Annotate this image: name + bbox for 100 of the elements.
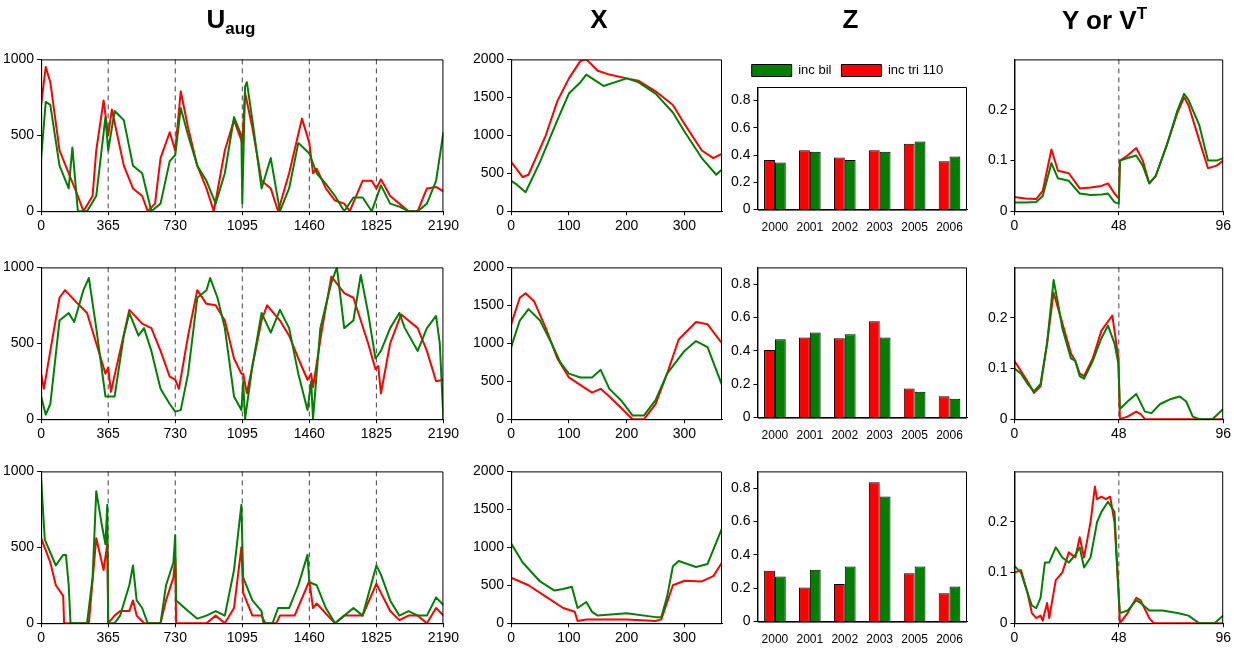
x-tick-label: 300 [672, 217, 697, 234]
y-tick-label: 0.4 [730, 545, 751, 562]
y-tick-label: 1500 [472, 296, 505, 313]
x-tick-label: 2002 [831, 428, 859, 443]
x-tick-label: 365 [96, 425, 121, 442]
x-tick-label: 2006 [936, 632, 964, 647]
y-tick-label: 0 [496, 614, 505, 631]
x-tick-label: 2001 [796, 220, 824, 235]
y-tick-label: 0.2 [730, 579, 751, 596]
x-tick-label: 48 [1111, 217, 1127, 234]
x-tick-label: 2005 [901, 428, 929, 443]
y-tick-label: 0 [496, 410, 505, 427]
x-tick-label: 2006 [936, 428, 964, 443]
x-tick-label: 2003 [866, 220, 894, 235]
y-tick-label: 500 [480, 372, 505, 389]
x-tick-label: 0 [1010, 217, 1019, 234]
x-tick-label: 200 [615, 425, 639, 442]
x-tick-label: 2190 [427, 629, 460, 646]
x-tick-label: 200 [615, 629, 639, 646]
y-tick-label: 0.2 [987, 512, 1008, 529]
x-tick-label: 0 [507, 217, 516, 234]
y-tick-label: 0 [26, 614, 35, 631]
y-tick-label: 1000 [472, 538, 505, 555]
x-tick-label: 730 [163, 425, 188, 442]
x-tick-label: 1460 [293, 217, 326, 234]
x-tick-label: 96 [1215, 629, 1232, 646]
x-tick-label: 0 [1010, 425, 1019, 442]
x-tick-label: 1825 [360, 425, 393, 442]
x-tick-label: 0 [37, 217, 46, 234]
y-tick-label: 1000 [2, 50, 35, 67]
x-tick-label: 2001 [796, 428, 824, 443]
y-tick-label: 500 [10, 538, 35, 555]
x-tick-label: 2190 [427, 425, 460, 442]
y-tick-label: 0 [742, 200, 751, 217]
y-tick-label: 500 [480, 164, 505, 181]
x-tick-label: 1095 [226, 425, 259, 442]
y-tick-label: 0 [26, 410, 35, 427]
y-tick-label: 0.6 [730, 308, 751, 325]
x-tick-label: 2002 [831, 220, 859, 235]
x-tick-label: 100 [557, 629, 581, 646]
y-tick-label: 0.2 [987, 100, 1008, 117]
y-tick-label: 0 [999, 202, 1008, 219]
x-tick-label: 0 [507, 425, 516, 442]
x-tick-label: 2000 [761, 220, 789, 235]
y-tick-label: 0 [742, 408, 751, 425]
y-tick-label: 1000 [2, 258, 35, 275]
x-tick-label: 2000 [761, 428, 789, 443]
y-tick-label: 0 [742, 612, 751, 629]
x-tick-label: 730 [163, 629, 188, 646]
y-tick-label: 0.4 [730, 341, 751, 358]
y-tick-label: 1000 [472, 334, 505, 351]
y-tick-label: 0.6 [730, 118, 751, 135]
chart-title: U$_{aug}$ [205, 4, 257, 40]
y-tick-label: 500 [10, 126, 35, 143]
x-tick-label: 0 [1010, 629, 1019, 646]
chart-title: Y or V$^{T}$ [1060, 4, 1149, 36]
x-tick-label: 200 [615, 217, 639, 234]
x-tick-label: 0 [37, 629, 46, 646]
y-tick-label: 1000 [472, 126, 505, 143]
y-tick-label: 0.2 [730, 173, 751, 190]
x-tick-label: 2005 [901, 220, 929, 235]
y-tick-label: 0.6 [730, 512, 751, 529]
x-tick-label: 300 [672, 629, 697, 646]
x-tick-label: 48 [1111, 425, 1127, 442]
legend-label: inc bil [798, 62, 832, 78]
y-tick-label: 0.8 [730, 274, 751, 291]
x-tick-label: 1825 [360, 629, 393, 646]
x-tick-label: 2000 [761, 632, 789, 647]
y-tick-label: 0 [496, 202, 505, 219]
x-tick-label: 2001 [796, 632, 824, 647]
x-tick-label: 730 [163, 217, 188, 234]
x-tick-label: 100 [557, 425, 581, 442]
x-tick-label: 365 [96, 217, 121, 234]
x-tick-label: 300 [672, 425, 697, 442]
x-tick-label: 0 [507, 629, 516, 646]
x-tick-label: 100 [557, 217, 581, 234]
y-tick-label: 2000 [472, 462, 505, 479]
x-tick-label: 2002 [831, 632, 859, 647]
x-tick-label: 2190 [427, 217, 460, 234]
y-tick-label: 0.4 [730, 145, 751, 162]
y-tick-label: 0 [26, 202, 35, 219]
x-tick-label: 1095 [226, 217, 259, 234]
y-tick-label: 2000 [472, 258, 505, 275]
y-tick-label: 1500 [472, 88, 505, 105]
x-tick-label: 2003 [866, 428, 894, 443]
legend-label: inc tri 110 [887, 62, 944, 78]
x-tick-label: 1825 [360, 217, 393, 234]
chart-title: Z [841, 4, 860, 35]
y-tick-label: 0.8 [730, 478, 751, 495]
x-tick-label: 96 [1215, 425, 1232, 442]
x-tick-label: 96 [1215, 217, 1232, 234]
y-tick-label: 0.8 [730, 91, 751, 108]
y-tick-label: 1500 [472, 500, 505, 517]
y-tick-label: 500 [480, 576, 505, 593]
x-tick-label: 48 [1111, 629, 1127, 646]
x-tick-label: 1095 [226, 629, 259, 646]
x-tick-label: 1460 [293, 425, 326, 442]
y-tick-label: 0.2 [987, 308, 1008, 325]
y-tick-label: 0.1 [987, 151, 1008, 168]
x-tick-label: 2006 [936, 220, 964, 235]
